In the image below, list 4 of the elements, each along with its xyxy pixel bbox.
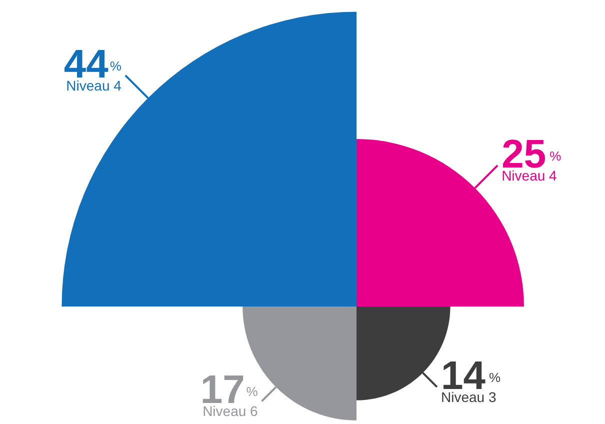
category-label: Niveau 4: [66, 77, 122, 94]
category-label: Niveau 4: [502, 167, 558, 184]
category-label: Niveau 6: [202, 403, 258, 420]
category-label: Niveau 3: [440, 388, 496, 405]
